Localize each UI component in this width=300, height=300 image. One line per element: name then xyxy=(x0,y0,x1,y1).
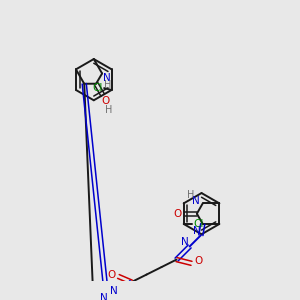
Text: O: O xyxy=(102,96,110,106)
Text: N: N xyxy=(193,226,201,236)
Text: H: H xyxy=(187,190,194,200)
Text: N: N xyxy=(103,73,111,82)
Text: H: H xyxy=(103,80,111,90)
Text: Cl: Cl xyxy=(194,219,204,229)
Text: N: N xyxy=(100,293,108,300)
Text: O: O xyxy=(173,209,181,219)
Text: N: N xyxy=(192,196,200,206)
Text: Cl: Cl xyxy=(92,83,103,93)
Text: N: N xyxy=(110,286,118,296)
Text: H: H xyxy=(105,105,112,115)
Text: N: N xyxy=(181,237,189,247)
Text: O: O xyxy=(194,256,202,266)
Text: O: O xyxy=(108,270,116,280)
